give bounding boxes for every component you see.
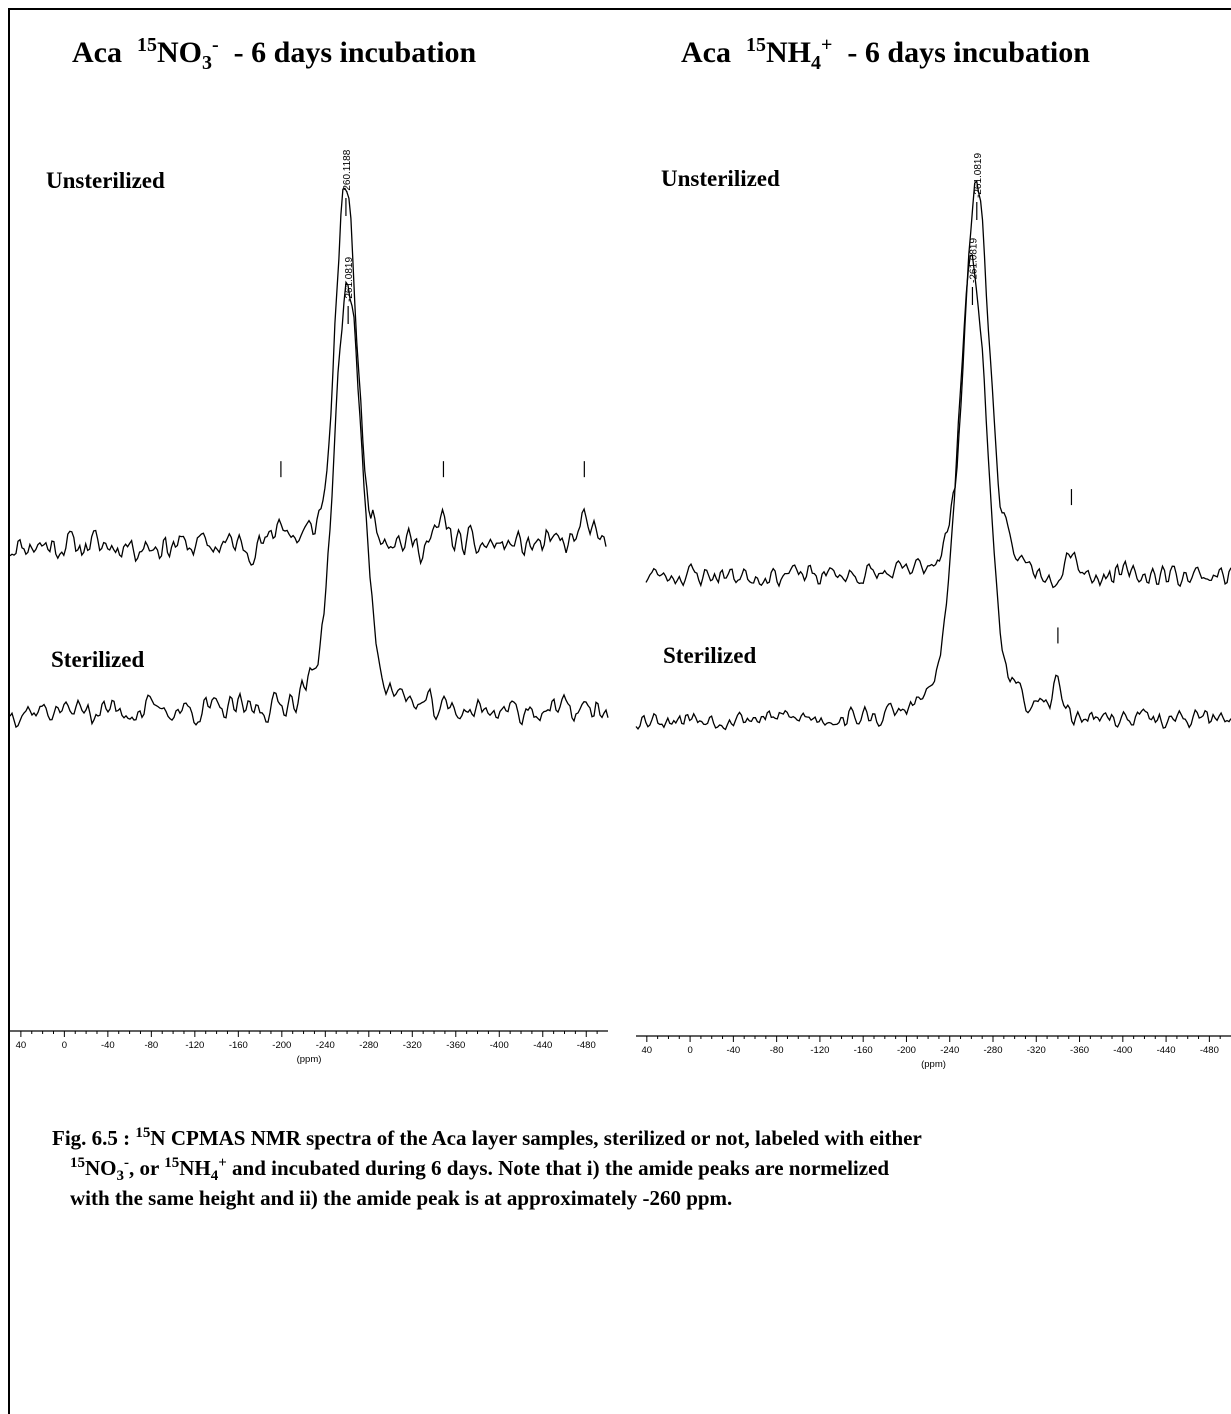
caption-nitrate: NO <box>85 1156 117 1180</box>
left-title-isotope: 15 <box>136 34 157 56</box>
x-tick-label: -40 <box>101 1040 115 1051</box>
x-axis-label: (ppm) <box>297 1054 322 1065</box>
x-tick-label: -280 <box>359 1040 378 1051</box>
caption-ammonium-charge: + <box>218 1155 227 1171</box>
right-title-ion: NH <box>765 36 811 69</box>
right-title-suffix: - 6 days incubation <box>847 36 1090 69</box>
x-tick-label: -360 <box>1070 1045 1089 1056</box>
panel-label-left-bottom: Sterilized <box>51 647 145 672</box>
panel-label-right-top: Unsterilized <box>661 166 780 191</box>
left-title-prefix: Aca <box>72 36 122 69</box>
left-title-ion: NO <box>156 36 202 69</box>
caption-isotope-2: 15 <box>70 1155 85 1171</box>
x-tick-label: -160 <box>229 1040 248 1051</box>
caption-ammonium: NH <box>179 1156 211 1180</box>
right-column-title: Aca 15NH4+ - 6 days incubation <box>681 34 1090 75</box>
peak-label-left-bottom: -261.0819 <box>344 257 355 302</box>
caption-nitrate-charge: - <box>124 1155 129 1171</box>
x-tick-label: -400 <box>490 1040 509 1051</box>
peak-label-right-bottom: -261.0819 <box>968 238 979 283</box>
x-tick-label: -440 <box>1157 1045 1176 1056</box>
frame-left-border <box>8 8 10 1414</box>
figure-caption: Fig. 6.5 : 15N CPMAS NMR spectra of the … <box>52 1123 1202 1213</box>
x-tick-label: 0 <box>687 1045 692 1056</box>
caption-text-1: N CPMAS NMR spectra of the Aca layer sam… <box>150 1126 922 1150</box>
frame-top-border <box>8 8 1231 10</box>
caption-isotope-1: 15 <box>135 1125 151 1141</box>
x-tick-label: -40 <box>726 1045 740 1056</box>
peak-label-right-top: -261.0819 <box>973 153 984 198</box>
x-tick-label: -320 <box>1027 1045 1046 1056</box>
right-title-charge: + <box>820 34 833 56</box>
x-tick-label: -80 <box>144 1040 158 1051</box>
x-tick-label: -320 <box>403 1040 422 1051</box>
spectrum-line-left-top <box>9 187 607 566</box>
x-tick-label: 0 <box>62 1040 67 1051</box>
caption-fig-label: Fig. 6.5 : <box>52 1126 136 1150</box>
left-column-title: Aca 15NO3- - 6 days incubation <box>72 34 476 75</box>
panel-label-left-top: Unsterilized <box>46 168 165 193</box>
x-tick-label: -200 <box>272 1040 291 1051</box>
caption-line-3: with the same height and ii) the amide p… <box>52 1183 1202 1213</box>
x-tick-label: -240 <box>316 1040 335 1051</box>
x-tick-label: -360 <box>446 1040 465 1051</box>
peak-label-left-top: -260.1188 <box>342 149 353 194</box>
x-tick-label: -280 <box>983 1045 1002 1056</box>
caption-line-2: 15NO3-, or 15NH4+ and incubated during 6… <box>52 1153 1202 1185</box>
x-tick-label: -440 <box>533 1040 552 1051</box>
x-tick-label: -160 <box>854 1045 873 1056</box>
left-title-suffix: - 6 days incubation <box>233 36 477 69</box>
spectrum-line-left-bottom <box>9 280 609 729</box>
caption-isotope-3: 15 <box>164 1155 180 1171</box>
spectrum-line-right-bottom <box>635 254 1231 731</box>
caption-text-2: , or <box>129 1156 165 1180</box>
left-title-charge: - <box>211 34 219 56</box>
x-tick-label: -200 <box>897 1045 916 1056</box>
x-tick-label: -480 <box>1200 1045 1219 1056</box>
x-axis-label: (ppm) <box>921 1059 946 1070</box>
x-tick-label: -120 <box>185 1040 204 1051</box>
x-tick-label: 40 <box>642 1045 653 1056</box>
nmr-spectra-figure: -260.1188 -261.0819 -261.0819 40 0 -40 -80 -120… <box>9 149 1231 1070</box>
spectrum-line-right-top <box>645 179 1231 589</box>
right-title-ion-subscript: 4 <box>810 52 821 74</box>
panel-label-right-bottom: Sterilized <box>663 643 757 668</box>
caption-text-3: and incubated during 6 days. Note that i… <box>226 1156 890 1180</box>
caption-ammonium-sub: 4 <box>210 1168 219 1185</box>
x-tick-label: -240 <box>940 1045 959 1056</box>
right-title-prefix: Aca <box>681 36 731 69</box>
x-tick-label: 40 <box>16 1040 27 1051</box>
x-tick-label: -400 <box>1113 1045 1132 1056</box>
caption-nitrate-sub: 3 <box>116 1168 125 1185</box>
right-title-isotope: 15 <box>745 34 766 56</box>
x-tick-label: -480 <box>577 1040 596 1051</box>
caption-text-4: with the same height and ii) the amide p… <box>70 1186 733 1210</box>
left-title-ion-subscript: 3 <box>201 52 212 74</box>
x-tick-label: -80 <box>770 1045 784 1056</box>
caption-line-1: Fig. 6.5 : 15N CPMAS NMR spectra of the … <box>52 1123 1202 1153</box>
x-tick-label: -120 <box>810 1045 829 1056</box>
